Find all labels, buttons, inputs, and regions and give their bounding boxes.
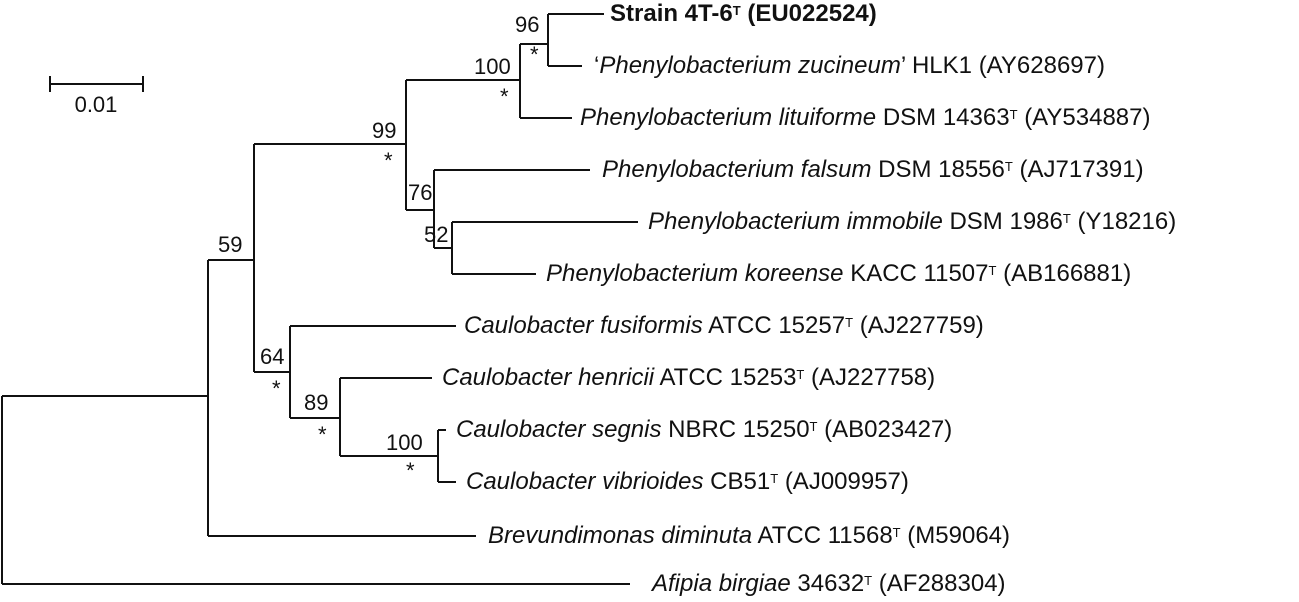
type-strain-marker: T bbox=[1062, 211, 1071, 226]
taxon-label-phenylobacterium-immobile: Phenylobacterium immobile DSM 1986T (Y18… bbox=[648, 208, 1176, 236]
bootstrap-n76: 76 bbox=[408, 180, 432, 205]
accession: (AF288304) bbox=[878, 570, 1006, 597]
star-n96: * bbox=[530, 42, 539, 67]
taxon-label-phenylobacterium-koreense: Phenylobacterium koreense KACC 11507T (A… bbox=[546, 260, 1131, 288]
strain: DSM 14363 bbox=[882, 104, 1010, 131]
taxon-name: Strain 4T-6 bbox=[610, 0, 733, 27]
accession: (AB166881) bbox=[1003, 260, 1132, 287]
star-n99: * bbox=[384, 148, 393, 173]
taxon-label-caulobacter-fusiformis: Caulobacter fusiformis ATCC 15257T (AJ22… bbox=[464, 312, 984, 340]
taxon-species: Caulobacter vibrioides bbox=[466, 468, 704, 495]
taxon-label-phenylobacterium-falsum: Phenylobacterium falsum DSM 18556T (AJ71… bbox=[602, 156, 1144, 184]
bootstrap-n96: 96 bbox=[515, 12, 539, 37]
strain: CB51 bbox=[710, 468, 771, 495]
accession: (EU022524) bbox=[747, 0, 877, 27]
strain: NBRC 15250 bbox=[668, 416, 810, 443]
taxon-species: Caulobacter henricii bbox=[442, 364, 655, 391]
strain: ATCC 15257 bbox=[708, 312, 846, 339]
accession: (Y18216) bbox=[1077, 208, 1177, 235]
bootstrap-n64: 64 bbox=[260, 344, 284, 369]
taxon-label-strain-4t-6: Strain 4T-6T (EU022524) bbox=[610, 0, 877, 28]
taxon-label-caulobacter-segnis: Caulobacter segnis NBRC 15250T (AB023427… bbox=[456, 416, 952, 444]
bootstrap-n100b: 100 bbox=[386, 430, 423, 455]
close-quote: ’ bbox=[900, 52, 906, 79]
accession: (AY628697) bbox=[978, 52, 1105, 79]
star-n100b: * bbox=[406, 458, 415, 483]
star-n64: * bbox=[272, 376, 281, 401]
type-strain-marker: T bbox=[732, 3, 741, 18]
taxon-label-afipia-birgiae: Afipia birgiae 34632T (AF288304) bbox=[652, 570, 1006, 598]
scale-bar-label: 0.01 bbox=[75, 92, 118, 117]
strain: DSM 18556 bbox=[878, 156, 1005, 183]
taxon-species: Caulobacter fusiformis bbox=[464, 312, 703, 339]
taxon-label-phenylobacterium-zucineum: ‘Phenylobacterium zucineum’ HLK1 (AY6286… bbox=[594, 52, 1105, 80]
taxon-species: Phenylobacterium koreense bbox=[546, 260, 844, 287]
accession: (AY534887) bbox=[1024, 104, 1151, 131]
scale-bar: 0.01 bbox=[49, 76, 144, 117]
accession: (AJ227759) bbox=[859, 312, 984, 339]
type-strain-marker: T bbox=[1009, 107, 1018, 122]
strain: HLK1 bbox=[911, 52, 973, 79]
strain: ATCC 11568 bbox=[757, 522, 893, 549]
bootstrap-values: 96 * 100 * 99 * 76 52 59 64 * 89 * 100 * bbox=[218, 12, 539, 483]
strain: KACC 11507 bbox=[850, 260, 989, 287]
bootstrap-n52: 52 bbox=[424, 222, 448, 247]
taxon-species: Afipia birgiae bbox=[652, 570, 791, 597]
taxon-species: Phenylobacterium immobile bbox=[648, 208, 943, 235]
type-strain-marker: T bbox=[988, 263, 997, 278]
taxon-label-caulobacter-vibrioides: Caulobacter vibrioides CB51T (AJ009957) bbox=[466, 468, 909, 496]
strain: DSM 1986 bbox=[949, 208, 1063, 235]
bootstrap-n100a: 100 bbox=[474, 54, 511, 79]
taxon-species: Brevundimonas diminuta bbox=[488, 522, 753, 549]
type-strain-marker: T bbox=[809, 419, 818, 434]
star-n100a: * bbox=[500, 84, 509, 109]
accession: (M59064) bbox=[907, 522, 1011, 549]
bootstrap-n59: 59 bbox=[218, 232, 242, 257]
accession: (AJ717391) bbox=[1019, 156, 1144, 183]
type-strain-marker: T bbox=[1004, 159, 1013, 174]
taxon-label-caulobacter-henricii: Caulobacter henricii ATCC 15253T (AJ2277… bbox=[442, 364, 935, 392]
open-quote: ‘ bbox=[594, 52, 600, 79]
branches bbox=[1, 13, 638, 585]
taxon-label-phenylobacterium-lituiforme: Phenylobacterium lituiforme DSM 14363T (… bbox=[580, 104, 1151, 132]
taxon-species: Caulobacter segnis bbox=[456, 416, 662, 443]
star-n89: * bbox=[318, 422, 327, 447]
type-strain-marker: T bbox=[845, 315, 854, 330]
bootstrap-n99: 99 bbox=[372, 118, 396, 143]
accession: (AB023427) bbox=[824, 416, 953, 443]
taxon-label-brevundimonas-diminuta: Brevundimonas diminuta ATCC 11568T (M590… bbox=[488, 522, 1010, 550]
strain: 34632 bbox=[797, 570, 865, 597]
accession: (AJ009957) bbox=[784, 468, 909, 495]
strain: ATCC 15253 bbox=[659, 364, 797, 391]
bootstrap-n89: 89 bbox=[304, 390, 328, 415]
type-strain-marker: T bbox=[892, 525, 901, 540]
taxon-species: Phenylobacterium falsum bbox=[602, 156, 872, 183]
type-strain-marker: T bbox=[796, 367, 805, 382]
accession: (AJ227758) bbox=[811, 364, 936, 391]
taxon-species: Phenylobacterium zucineum bbox=[599, 52, 901, 79]
taxon-species: Phenylobacterium lituiforme bbox=[580, 104, 877, 131]
type-strain-marker: T bbox=[770, 471, 779, 486]
type-strain-marker: T bbox=[864, 573, 873, 588]
